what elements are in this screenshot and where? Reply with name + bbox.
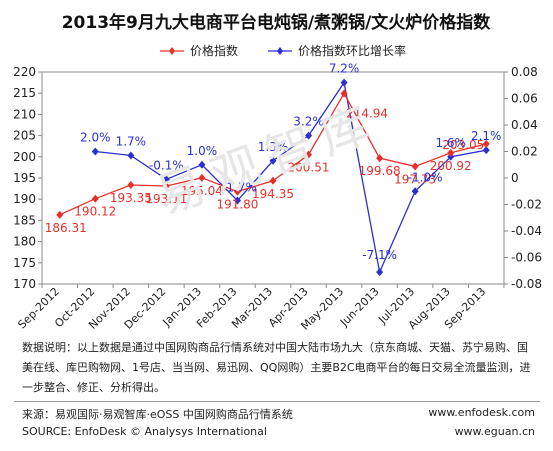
y-left-tick-label: 220 <box>13 65 36 79</box>
data-labels: 186.31 190.12193.35193.11195.04191.80194.… <box>45 62 502 262</box>
price-index-point <box>305 150 313 159</box>
y-left-tick-label: 175 <box>13 256 36 270</box>
y-left-tick-label: 180 <box>13 235 36 249</box>
y-right-tick-label: -0.02 <box>511 198 542 212</box>
growth-rate-label: 1.6% <box>435 136 466 150</box>
price-index-label: 193.11 <box>145 192 187 206</box>
y-right-tick-label: 0.06 <box>511 92 538 106</box>
price-index-label: 191.80 <box>216 198 258 212</box>
price-index-point <box>269 176 277 185</box>
source-cn: 来源：易观国际·易观智库·eOSS 中国网购商品行情系统 <box>22 408 293 421</box>
price-index-label: 203.05 <box>442 138 484 152</box>
y-left-tick-label: 185 <box>13 213 36 227</box>
data-note: 数据说明：以上数据是通过中国网购商品行情系统对中国大陆市场九大（京东商城、天猫、… <box>22 341 531 394</box>
source-en: SOURCE: EnfoDesk © Analysys Internationa… <box>22 425 267 438</box>
growth-rate-label: -0.1% <box>149 158 184 172</box>
price-index-point <box>376 154 384 163</box>
legend-marker-2 <box>277 47 283 55</box>
growth-rate-point <box>340 78 348 87</box>
growth-rate-label: 1.0% <box>187 144 218 158</box>
price-index-point <box>198 173 206 182</box>
price-index-label: 195.04 <box>181 184 223 198</box>
growth-rate-label: 1.3% <box>258 140 289 154</box>
footer-divider <box>14 401 540 402</box>
y-right-tick-label: 0 <box>511 171 519 185</box>
chart-title: 2013年9月九大电商平台电炖锅/煮粥锅/文火炉价格指数 <box>62 12 492 33</box>
y-right-tick-label: -0.04 <box>511 224 542 238</box>
growth-rate-label: -1.0% <box>408 170 443 184</box>
growth-rate-label: 2.0% <box>80 131 111 145</box>
legend-label-2: 价格指数环比增长率 <box>298 43 406 58</box>
price-index-point <box>56 210 64 219</box>
growth-rate-point <box>127 151 135 160</box>
growth-rate-point <box>198 160 206 169</box>
y-right-tick-label: 0.04 <box>511 118 538 132</box>
price-index-point <box>340 89 348 98</box>
price-index-label: 200.51 <box>288 161 330 175</box>
series-growth-rate-line <box>95 80 487 275</box>
price-index-point <box>127 180 135 189</box>
y-right-tick-label: 0.02 <box>511 145 538 159</box>
growth-rate-label: 1.7% <box>116 134 147 148</box>
growth-rate-point <box>233 196 241 205</box>
growth-rate-point <box>162 175 170 184</box>
y-left-tick-label: 195 <box>13 171 36 185</box>
price-index-point <box>233 187 241 196</box>
price-index-point <box>447 148 455 157</box>
price-index-point <box>91 194 99 203</box>
price-index-label: 199.68 <box>359 164 401 178</box>
legend-label-1: 价格指数 <box>190 43 238 58</box>
legend: 价格指数 价格指数环比增长率 <box>160 43 406 58</box>
price-index-label: 200.92 <box>430 159 472 173</box>
y-left-tick-label: 205 <box>13 129 36 143</box>
y-left-tick-label: 215 <box>13 86 36 100</box>
chart: 2013年9月九大电商平台电炖锅/煮粥锅/文火炉价格指数 价格指数 价格指数环比… <box>13 12 542 333</box>
x-tick-label: Jun-2013 <box>337 285 382 330</box>
site-eguan: www.eguan.cn <box>454 425 535 438</box>
growth-rate-point <box>482 146 490 155</box>
series-price-index <box>56 89 490 219</box>
growth-rate-label: 7.2% <box>329 62 360 76</box>
y-left-tick-label: 210 <box>13 107 36 121</box>
price-index-label: 194.35 <box>252 187 294 201</box>
price-index-label: 197.73 <box>394 172 436 186</box>
y-right-tick-label: -0.08 <box>511 277 542 291</box>
growth-rate-label: -7.1% <box>362 248 397 262</box>
growth-rate-label: 2.1% <box>471 129 502 143</box>
axes: 170 175 180 185 190 195 200 205 210 215 220 -0.08 -0… <box>13 65 542 333</box>
growth-rate-point <box>91 147 99 156</box>
growth-rate-point <box>376 268 384 277</box>
growth-rate-point <box>411 187 419 196</box>
site-enfodesk: www.enfodesk.com <box>428 406 535 419</box>
growth-rate-label: -1.7% <box>222 181 257 195</box>
price-index-point <box>482 139 490 148</box>
growth-rate-point <box>269 156 277 165</box>
growth-rate-label: 3.2% <box>293 115 324 129</box>
y-left-tick-label: 200 <box>13 150 36 164</box>
y-left-tick-label: 190 <box>13 192 36 206</box>
price-index-label: 214.94 <box>346 106 388 120</box>
price-index-label: 190.12 <box>74 205 116 219</box>
price-index-label: 186.31 <box>45 221 87 235</box>
price-index-point <box>411 162 419 171</box>
y-left-tick-label: 170 <box>13 277 36 291</box>
y-right-tick-label: -0.06 <box>511 251 542 265</box>
series-growth-rate <box>91 78 490 277</box>
price-index-label: 193.35 <box>110 191 152 205</box>
legend-marker-1 <box>169 47 175 55</box>
price-index-point <box>162 182 170 191</box>
growth-rate-point <box>305 131 313 140</box>
y-right-tick-label: 0.08 <box>511 65 538 79</box>
